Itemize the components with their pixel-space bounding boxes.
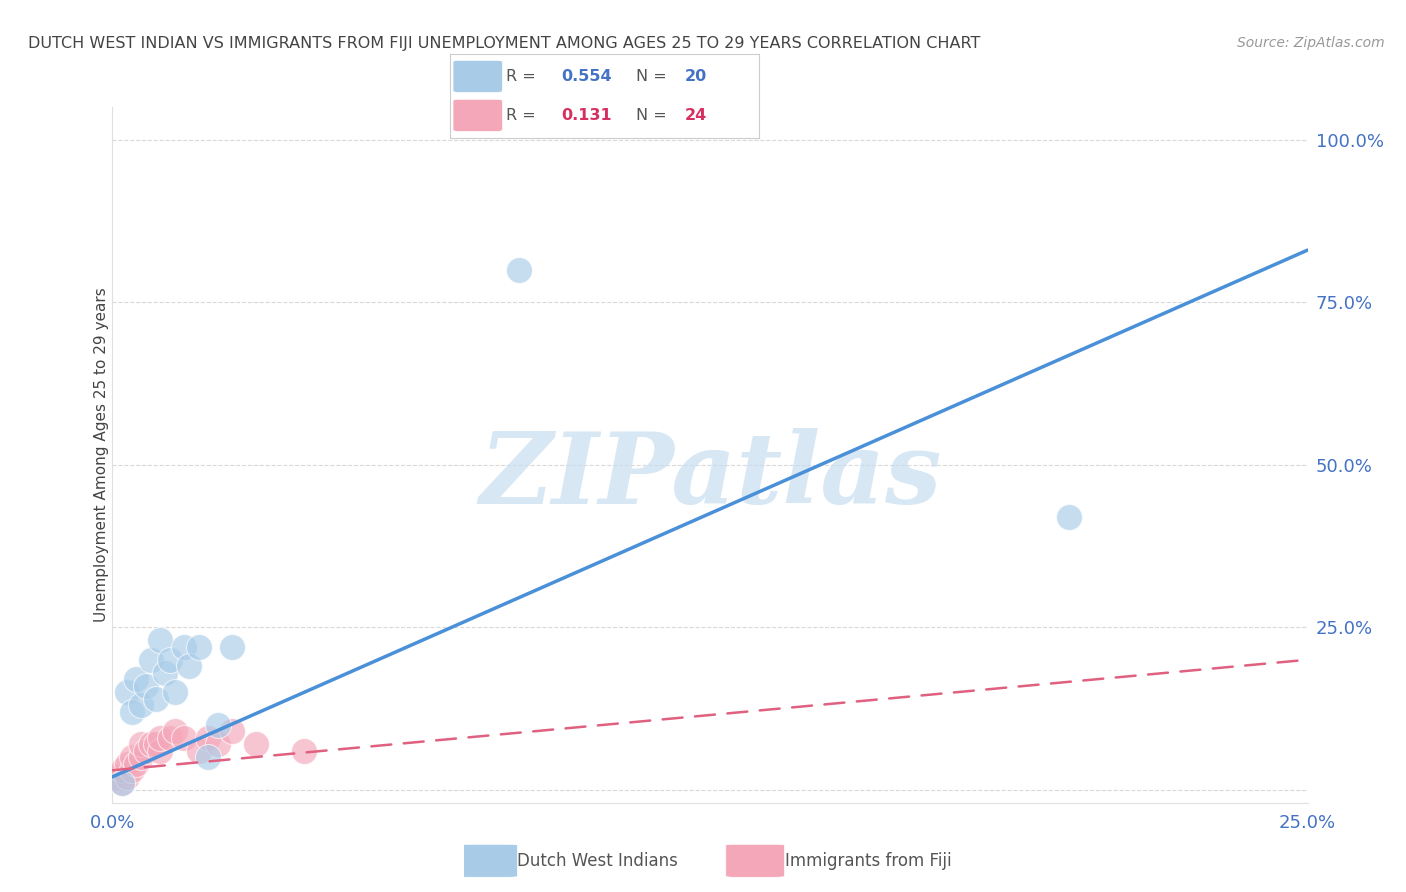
Text: 24: 24 — [685, 108, 707, 123]
Y-axis label: Unemployment Among Ages 25 to 29 years: Unemployment Among Ages 25 to 29 years — [94, 287, 108, 623]
Point — [163, 724, 186, 739]
Point — [139, 737, 162, 751]
Point — [153, 665, 176, 680]
Point — [187, 744, 209, 758]
Point — [105, 770, 128, 784]
Point — [187, 640, 209, 654]
Point — [159, 731, 181, 745]
Point — [197, 750, 219, 764]
Point — [207, 718, 229, 732]
Point — [121, 750, 143, 764]
Text: Immigrants from Fiji: Immigrants from Fiji — [785, 852, 952, 870]
Point — [121, 705, 143, 719]
Text: DUTCH WEST INDIAN VS IMMIGRANTS FROM FIJI UNEMPLOYMENT AMONG AGES 25 TO 29 YEARS: DUTCH WEST INDIAN VS IMMIGRANTS FROM FIJ… — [28, 36, 980, 51]
Point — [145, 691, 167, 706]
Point — [111, 776, 134, 790]
Point — [292, 744, 315, 758]
Point — [508, 262, 530, 277]
Point — [129, 750, 152, 764]
Point — [163, 685, 186, 699]
Text: Source: ZipAtlas.com: Source: ZipAtlas.com — [1237, 36, 1385, 50]
Point — [149, 731, 172, 745]
Point — [1057, 509, 1080, 524]
FancyBboxPatch shape — [725, 844, 785, 878]
Point — [245, 737, 267, 751]
Text: 20: 20 — [685, 69, 707, 84]
FancyBboxPatch shape — [453, 99, 502, 131]
Point — [207, 737, 229, 751]
Text: ZIPatlas: ZIPatlas — [479, 427, 941, 524]
Point — [149, 633, 172, 648]
Point — [115, 685, 138, 699]
Point — [145, 737, 167, 751]
Text: R =: R = — [506, 108, 536, 123]
Point — [111, 776, 134, 790]
Text: 0.131: 0.131 — [561, 108, 612, 123]
Text: R =: R = — [506, 69, 536, 84]
Point — [139, 653, 162, 667]
Point — [115, 756, 138, 771]
Point — [173, 731, 195, 745]
Point — [221, 724, 243, 739]
Point — [129, 737, 152, 751]
Point — [135, 744, 157, 758]
Point — [177, 659, 200, 673]
Text: 0.554: 0.554 — [561, 69, 612, 84]
FancyBboxPatch shape — [453, 61, 502, 93]
Point — [125, 756, 148, 771]
FancyBboxPatch shape — [458, 844, 517, 878]
Point — [121, 764, 143, 778]
Text: N =: N = — [636, 69, 666, 84]
Point — [125, 672, 148, 686]
Point — [149, 744, 172, 758]
Point — [173, 640, 195, 654]
Point — [221, 640, 243, 654]
Point — [129, 698, 152, 713]
Point — [111, 764, 134, 778]
Point — [115, 770, 138, 784]
Point — [135, 679, 157, 693]
Text: Dutch West Indians: Dutch West Indians — [517, 852, 678, 870]
Text: N =: N = — [636, 108, 666, 123]
Point — [197, 731, 219, 745]
Point — [159, 653, 181, 667]
